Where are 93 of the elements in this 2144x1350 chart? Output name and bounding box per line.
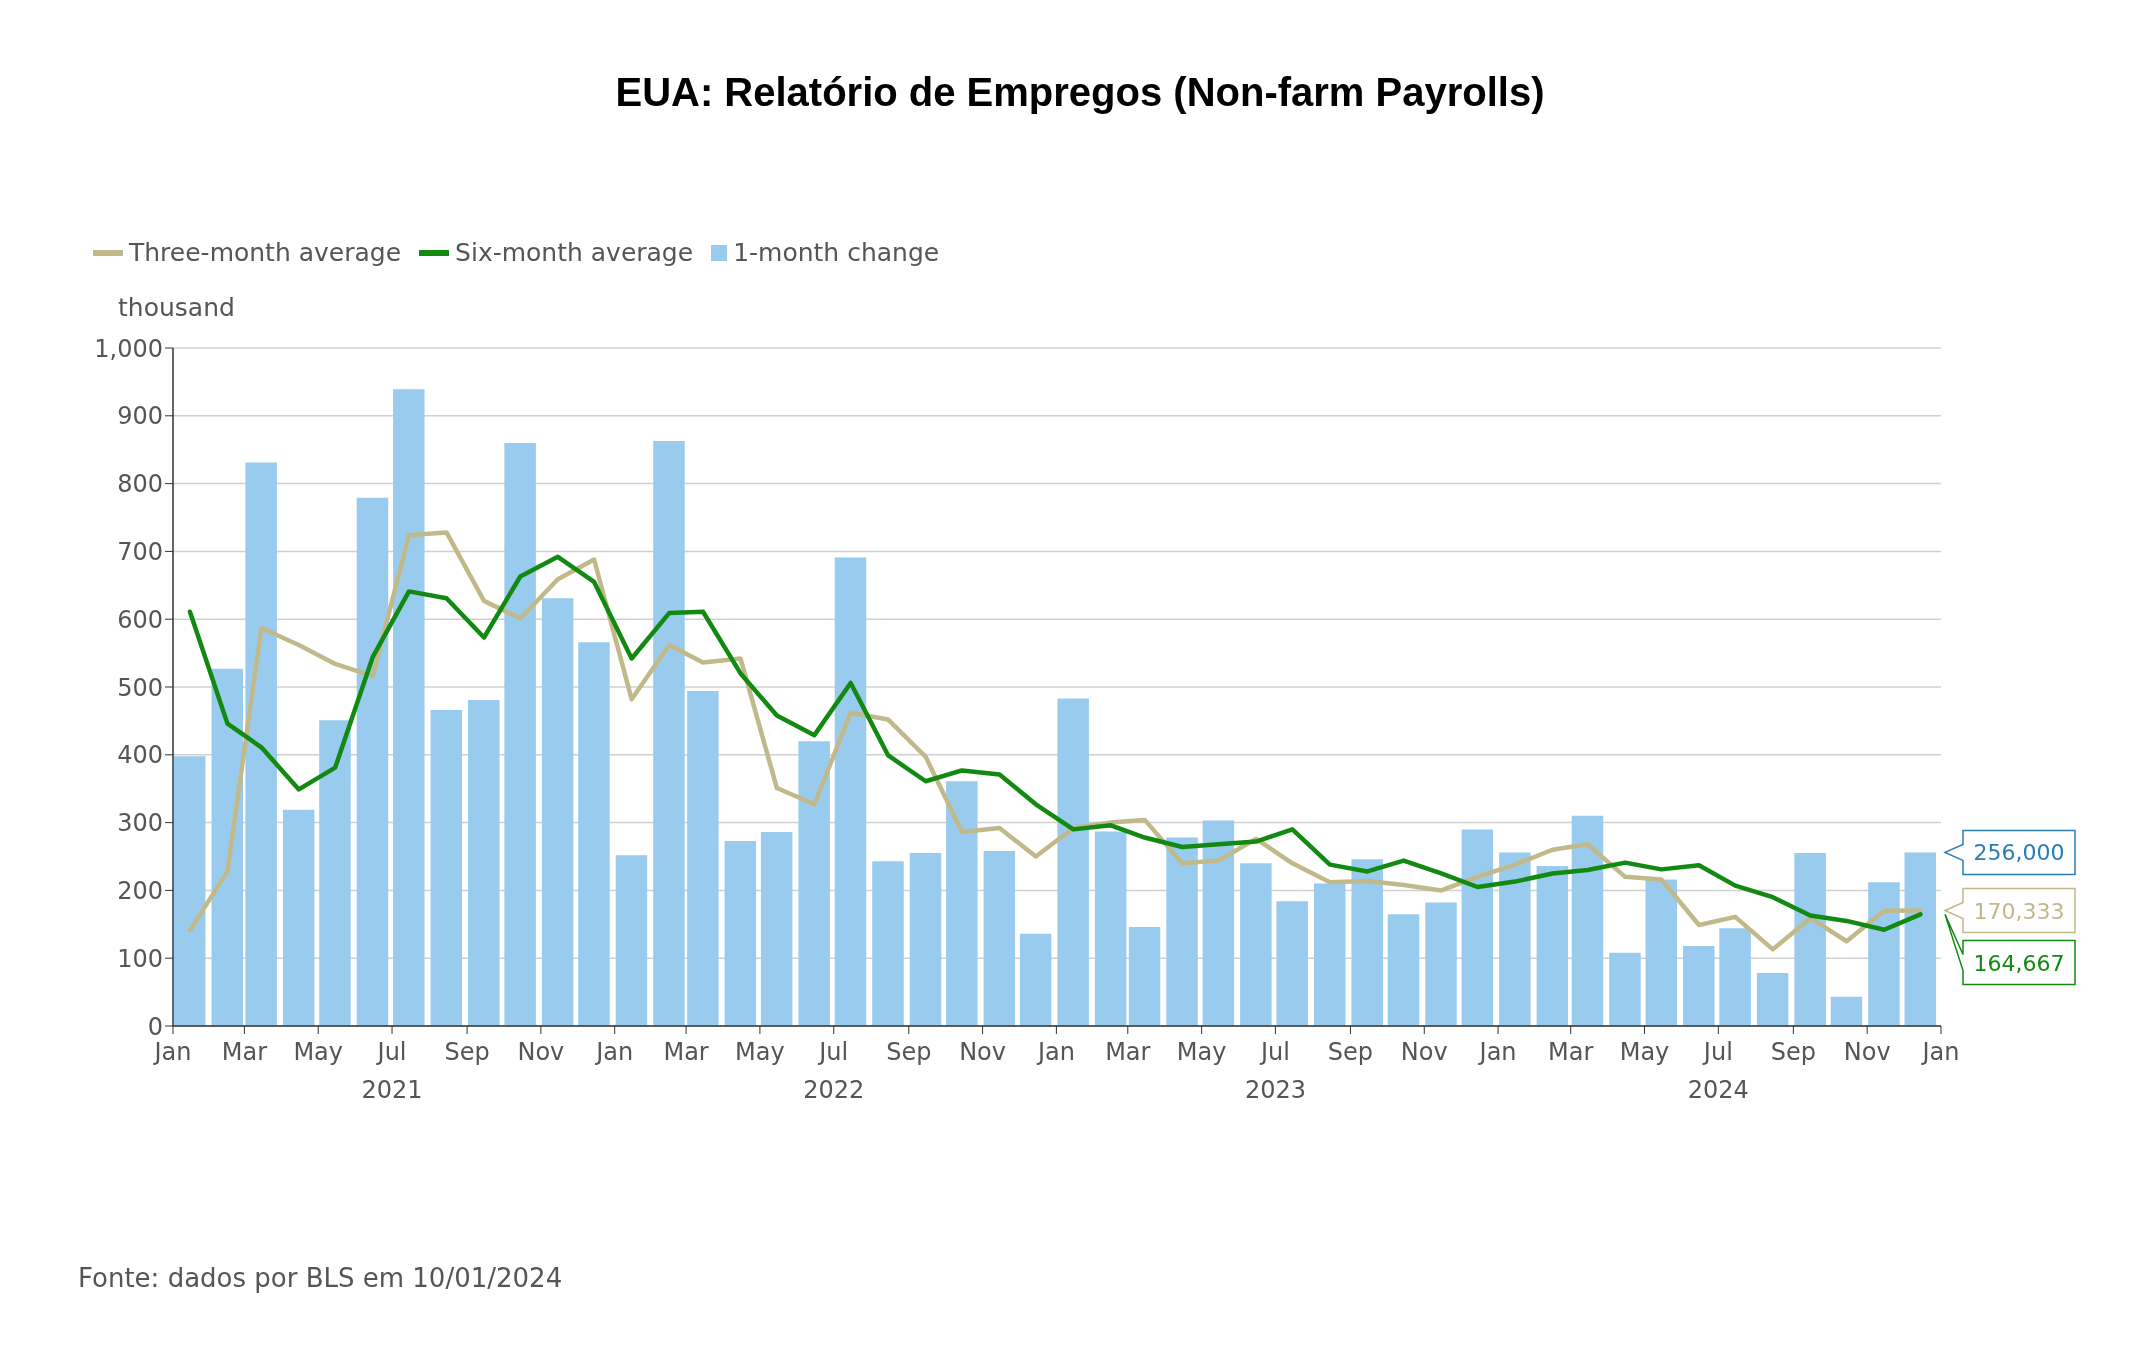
y-tick-label: 400 bbox=[117, 741, 163, 770]
x-tick-label: Jan bbox=[594, 1038, 634, 1066]
bar bbox=[687, 691, 719, 1026]
bar bbox=[1868, 882, 1900, 1026]
bar bbox=[1313, 883, 1346, 1026]
bar bbox=[760, 832, 793, 1026]
bar bbox=[1276, 901, 1308, 1026]
bar bbox=[1387, 914, 1420, 1026]
y-tick-label: 300 bbox=[117, 809, 163, 838]
bar bbox=[946, 781, 978, 1026]
legend-label: Three-month average bbox=[129, 238, 402, 267]
bar bbox=[356, 497, 389, 1026]
x-tick-label: Jul 2021 bbox=[361, 1038, 423, 1104]
bar bbox=[1461, 829, 1494, 1026]
bar bbox=[541, 598, 574, 1026]
y-tick-label: 900 bbox=[117, 402, 163, 431]
bar bbox=[468, 699, 500, 1026]
bar bbox=[1536, 865, 1569, 1026]
x-tick-label: Mar bbox=[663, 1038, 709, 1066]
y-tick-label: 0 bbox=[147, 1012, 163, 1041]
x-tick-label: Jan bbox=[1920, 1038, 1960, 1066]
bar bbox=[1756, 973, 1789, 1026]
x-tick-label: May bbox=[735, 1038, 785, 1066]
bar bbox=[1425, 902, 1457, 1026]
x-tick-label: May bbox=[293, 1038, 344, 1066]
bar bbox=[724, 840, 757, 1026]
x-tick-label: Nov bbox=[1400, 1038, 1448, 1066]
bar bbox=[909, 853, 942, 1026]
x-tick-label: Jan bbox=[1035, 1038, 1075, 1066]
bar bbox=[430, 710, 463, 1026]
bar bbox=[1166, 837, 1198, 1026]
chart-title: EUA: Relatório de Empregos (Non-farm Payrolls) bbox=[614, 70, 1546, 115]
bar bbox=[319, 720, 351, 1026]
x-tick-label: Jan bbox=[1477, 1038, 1517, 1066]
bar bbox=[211, 668, 244, 1026]
bar bbox=[1904, 852, 1936, 1026]
x-tick-label: Sep bbox=[1770, 1038, 1816, 1066]
annotation: 164,667 bbox=[1973, 950, 2065, 976]
bar bbox=[282, 809, 315, 1026]
bar bbox=[1830, 996, 1863, 1026]
bar bbox=[834, 557, 867, 1026]
x-tick-label: Mar bbox=[1548, 1038, 1594, 1066]
annotation: 170,333 bbox=[1973, 898, 2065, 924]
bar bbox=[245, 462, 277, 1026]
y-tick-label: 100 bbox=[117, 944, 163, 973]
bar bbox=[393, 389, 425, 1026]
bar bbox=[174, 756, 206, 1026]
bar bbox=[1202, 820, 1235, 1026]
legend-label: 1-month change bbox=[733, 238, 940, 267]
bar bbox=[1128, 927, 1161, 1026]
x-tick-label: May bbox=[1176, 1038, 1227, 1066]
y-tick-label: 600 bbox=[117, 605, 163, 634]
x-tick-label: Sep bbox=[444, 1038, 490, 1066]
x-tick-label: Mar bbox=[1105, 1038, 1151, 1066]
bar bbox=[798, 741, 830, 1026]
x-tick-label: Jul 2024 bbox=[1687, 1038, 1749, 1104]
y-axis-title: thousand bbox=[118, 293, 235, 322]
bar bbox=[1240, 863, 1272, 1026]
bar bbox=[615, 855, 648, 1026]
x-tick-label: Jan bbox=[152, 1038, 192, 1066]
bar bbox=[1609, 952, 1641, 1026]
bar bbox=[504, 442, 536, 1026]
bar bbox=[1794, 853, 1826, 1026]
x-tick-label: Nov bbox=[517, 1038, 565, 1066]
x-tick-label: Nov bbox=[959, 1038, 1006, 1066]
x-tick-label: May bbox=[1619, 1038, 1670, 1066]
x-tick-label: Jul 2023 bbox=[1244, 1038, 1306, 1104]
y-tick-label: 500 bbox=[117, 673, 163, 702]
bar bbox=[653, 440, 685, 1026]
x-tick-label: Sep bbox=[886, 1038, 932, 1066]
bar bbox=[983, 851, 1016, 1026]
y-tick-label: 700 bbox=[117, 537, 163, 566]
bar bbox=[1683, 946, 1715, 1026]
bar bbox=[1719, 928, 1751, 1026]
annotation: 256,000 bbox=[1973, 840, 2065, 866]
bar bbox=[872, 861, 904, 1026]
legend-label: Six-month average bbox=[455, 238, 694, 267]
bar bbox=[578, 642, 610, 1026]
x-tick-label: Jul 2022 bbox=[803, 1038, 865, 1104]
bar bbox=[1094, 831, 1127, 1026]
y-tick-label: 800 bbox=[117, 470, 163, 499]
bar bbox=[1499, 852, 1531, 1026]
bar bbox=[1057, 698, 1089, 1026]
bar bbox=[1019, 933, 1052, 1026]
bar bbox=[1351, 859, 1383, 1026]
x-tick-label: Sep bbox=[1327, 1038, 1374, 1066]
y-tick-label: 200 bbox=[117, 876, 163, 905]
x-tick-label: Mar bbox=[221, 1038, 268, 1066]
bar bbox=[1645, 879, 1678, 1026]
y-tick-label: 1,000 bbox=[94, 334, 163, 363]
source-note: Fonte: dados por BLS em 10/01/2024 bbox=[78, 1263, 563, 1293]
x-tick-label: Nov bbox=[1843, 1038, 1891, 1066]
bar bbox=[1571, 815, 1604, 1026]
